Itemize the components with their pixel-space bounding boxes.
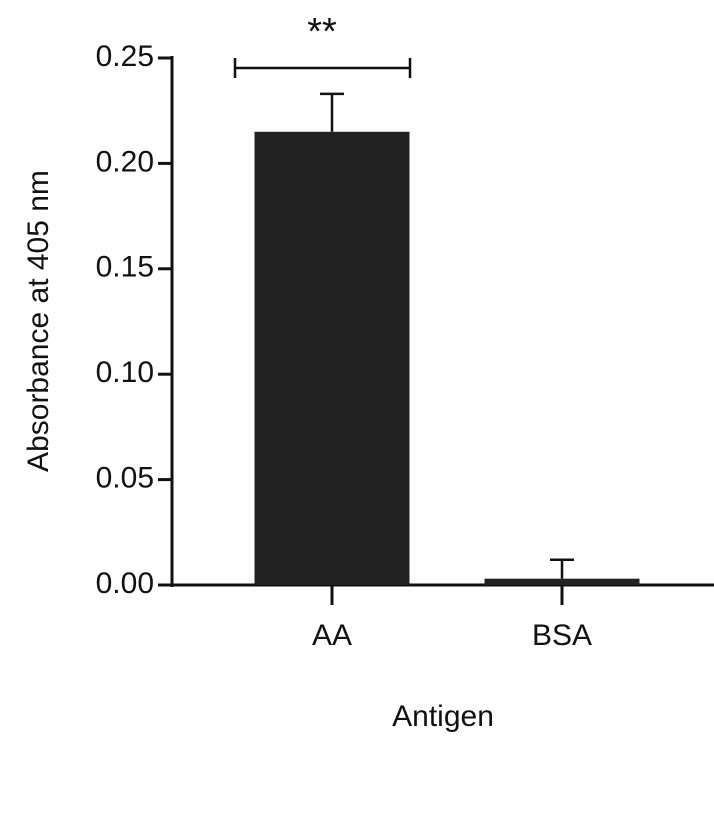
bar [255, 132, 410, 585]
chart: Absorbance at 405 nm Antigen 0.00 0.05 0.1… [0, 0, 714, 834]
error-bar [550, 560, 574, 579]
x-tick-label: AA [312, 619, 352, 652]
y-tick-label: 0.10 [96, 356, 154, 389]
x-tick-label: BSA [532, 619, 592, 652]
significance-label: ** [307, 11, 337, 53]
y-axis-label: Absorbance at 405 nm [22, 170, 55, 472]
y-tick-label: 0.25 [96, 40, 154, 73]
y-tick-label: 0.05 [96, 462, 154, 495]
y-tick-label: 0.20 [96, 145, 154, 178]
y-tick-label: 0.00 [96, 567, 154, 600]
significance-bracket [235, 58, 410, 78]
x-axis-label: Antigen [392, 700, 494, 733]
y-tick-label: 0.15 [96, 251, 154, 284]
bar [485, 579, 640, 585]
error-bar [320, 94, 344, 132]
